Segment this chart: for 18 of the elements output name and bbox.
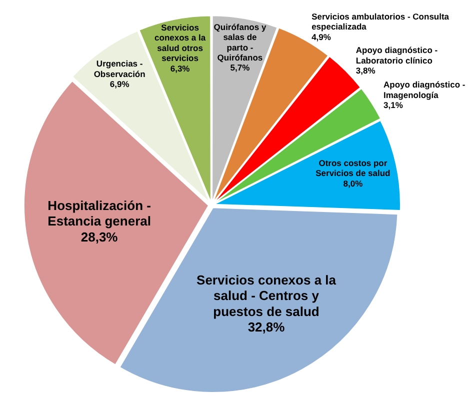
data-label: 28,3%: [80, 229, 118, 244]
slice-label: Hospitalización - Estancia general: [48, 198, 151, 229]
data-label: 32,8%: [248, 319, 286, 334]
slice-label: Apoyo diagnóstico - Laboratorio clínico: [356, 45, 438, 66]
slice-label: Servicios conexos a la salud otros servicios: [154, 22, 206, 64]
data-label: 6,9%: [110, 79, 130, 90]
slice-label: Servicios conexos a la salud - Centros y puestos de salud: [196, 272, 337, 319]
data-label: 5,7%: [230, 62, 250, 73]
data-label: 6,3%: [170, 63, 190, 74]
slice-label: Otros costos por Servicios de salud: [316, 158, 390, 178]
slice-label: Quirófanos y salas de parto - Quirófanos: [214, 22, 266, 63]
data-label: 4,9%: [312, 32, 332, 42]
data-label: 8,0%: [343, 178, 364, 188]
slice-label: Apoyo diagnóstico - Imagenología: [384, 80, 466, 100]
slice-label: Urgencias - Observación: [94, 58, 146, 79]
data-label: 3,8%: [356, 66, 376, 76]
data-label: 3,1%: [384, 100, 404, 110]
slice-label: Servicios ambulatorios - Consulta especializada: [312, 12, 450, 32]
